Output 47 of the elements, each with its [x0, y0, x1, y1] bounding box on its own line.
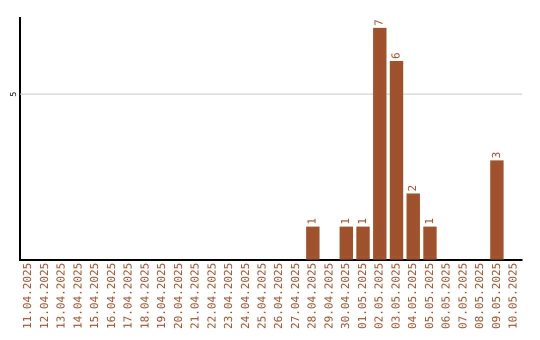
- x-tick-label: 20.04.2025: [172, 262, 185, 330]
- x-tick-label: 12.04.2025: [38, 262, 51, 330]
- bar: [306, 226, 320, 260]
- x-tick-label: 15.04.2025: [88, 262, 102, 330]
- x-tick-label: 11.04.2025: [21, 262, 34, 330]
- x-tick-label: 24.04.2025: [238, 262, 252, 330]
- x-tick-label: 04.05.2025: [406, 262, 420, 330]
- bar: [390, 61, 404, 260]
- x-tick-label: 16.04.2025: [104, 262, 118, 330]
- x-tick-label: 30.04.2025: [339, 262, 352, 330]
- x-tick-label: 07.05.2025: [456, 262, 470, 330]
- x-tick-label: 17.04.2025: [122, 262, 135, 330]
- data-label: 1: [339, 218, 352, 225]
- x-tick-label: 05.05.2025: [422, 262, 436, 330]
- data-label: 3: [490, 152, 503, 158]
- x-tick-label: 29.04.2025: [322, 262, 336, 330]
- x-tick-label: 10.05.2025: [506, 262, 520, 330]
- bar: [406, 194, 420, 260]
- x-tick-label: 08.05.2025: [473, 262, 486, 330]
- x-tick-label: 23.04.2025: [222, 262, 236, 330]
- bar: [423, 226, 437, 260]
- x-tick-label: 25.04.2025: [255, 262, 268, 330]
- x-tick-label: 28.04.2025: [306, 262, 319, 330]
- data-label: 1: [306, 218, 319, 225]
- x-tick-label: 18.04.2025: [138, 262, 152, 330]
- data-label: 1: [356, 218, 369, 225]
- x-tick-label: 27.04.2025: [288, 262, 302, 330]
- data-label: 6: [389, 52, 402, 60]
- x-tick-label: 13.04.2025: [54, 262, 68, 330]
- x-tick-label: 06.05.2025: [440, 262, 453, 330]
- x-tick-label: 22.04.2025: [205, 262, 218, 330]
- data-label: 1: [422, 218, 436, 225]
- x-tick-label: 19.04.2025: [155, 262, 168, 330]
- bar: [356, 226, 370, 260]
- data-label: 7: [372, 19, 386, 26]
- data-label: 2: [406, 184, 420, 192]
- x-tick-label: 14.04.2025: [71, 262, 84, 330]
- x-tick-label: 26.04.2025: [272, 262, 286, 330]
- x-tick-label: 03.05.2025: [389, 262, 402, 330]
- bar: [490, 160, 504, 260]
- x-tick-label: 09.05.2025: [490, 262, 503, 330]
- x-tick-label: 01.05.2025: [356, 262, 369, 330]
- x-tick-label: 21.04.2025: [188, 262, 202, 330]
- bar: [340, 226, 353, 260]
- x-tick-label: 02.05.2025: [372, 262, 386, 330]
- bar: [373, 28, 386, 260]
- ref-line-label: 5: [9, 92, 18, 97]
